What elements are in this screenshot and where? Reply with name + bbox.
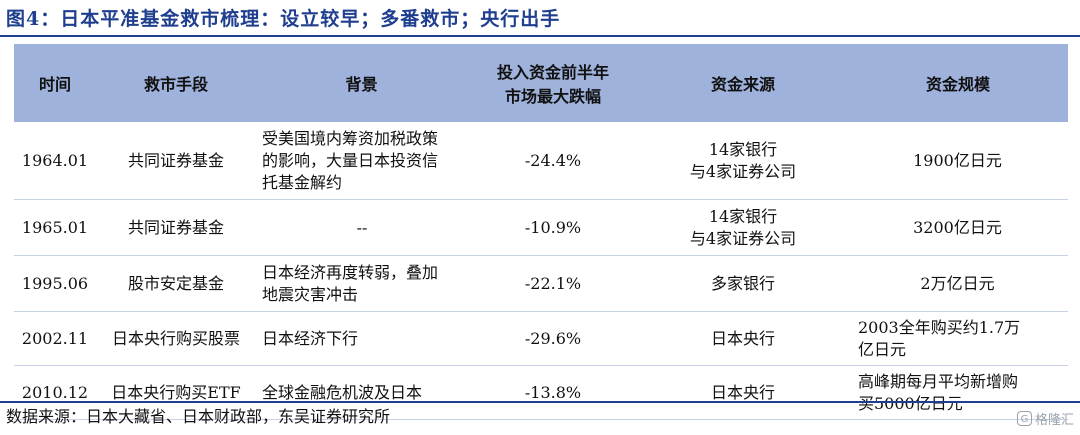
cell-measure: 股市安定基金 [96,255,256,312]
watermark-logo-icon: G [1016,411,1032,426]
cell-fund-size: 高峰期每月平均新增购 买5000亿日元 [848,365,1068,420]
source-divider [0,401,1080,403]
cell-fund-source: 14家银行 与4家证券公司 [638,199,848,256]
cell-max-drop: -10.9% [468,199,638,256]
watermark-text: 格隆汇 [1034,413,1074,428]
source-note: 数据来源：日本大藏省、日本财政部，东吴证券研究所 [6,407,391,426]
cell-measure: 共同证券基金 [96,199,256,256]
cell-time: 2010.12 [14,365,96,420]
table-row: 1964.01 共同证券基金 受美国境内筹资加税政策 的影响，大量日本投资信 托… [14,122,1068,200]
cell-fund-size: 1900亿日元 [848,122,1068,200]
table-row: 1965.01 共同证券基金 -- -10.9% 14家银行 与4家证券公司 3… [14,199,1068,256]
cell-max-drop: -29.6% [468,311,638,366]
cell-time: 2002.11 [14,311,96,366]
cell-time: 1965.01 [14,199,96,256]
cell-fund-source: 14家银行 与4家证券公司 [638,122,848,200]
rescue-table: 时间 救市手段 背景 投入资金前半年 市场最大跌幅 资金来源 资金规模 1964… [14,44,1068,420]
cell-measure: 日本央行购买股票 [96,311,256,366]
cell-background: -- [256,199,468,256]
table-row: 1995.06 股市安定基金 日本经济再度转弱，叠加 地震灾害冲击 -22.1%… [14,255,1068,312]
cell-fund-source: 日本央行 [638,311,848,366]
figure-title: 图4：日本平准基金救市梳理：设立较早；多番救市；央行出手 [6,8,561,30]
cell-background: 受美国境内筹资加税政策 的影响，大量日本投资信 托基金解约 [256,122,468,200]
header-measure: 救市手段 [96,44,256,123]
table-row: 2010.12 日本央行购买ETF 全球金融危机波及日本 -13.8% 日本央行… [14,365,1068,420]
cell-fund-size: 2万亿日元 [848,255,1068,312]
cell-fund-source: 多家银行 [638,255,848,312]
cell-max-drop: -13.8% [468,365,638,420]
header-time: 时间 [14,44,96,123]
watermark: G 格隆汇 [1016,409,1074,428]
cell-fund-source: 日本央行 [638,365,848,420]
cell-fund-size: 3200亿日元 [848,199,1068,256]
cell-time: 1964.01 [14,122,96,200]
cell-fund-size: 2003全年购买约1.7万 亿日元 [848,311,1068,366]
cell-max-drop: -22.1% [468,255,638,312]
table-row: 2002.11 日本央行购买股票 日本经济下行 -29.6% 日本央行 2003… [14,311,1068,366]
cell-background: 日本经济再度转弱，叠加 地震灾害冲击 [256,255,468,312]
cell-background: 全球金融危机波及日本 [256,365,468,420]
header-max-drop: 投入资金前半年 市场最大跌幅 [468,44,638,123]
cell-time: 1995.06 [14,255,96,312]
cell-max-drop: -24.4% [468,122,638,200]
cell-measure: 日本央行购买ETF [96,365,256,420]
cell-measure: 共同证券基金 [96,122,256,200]
table-header-row: 时间 救市手段 背景 投入资金前半年 市场最大跌幅 资金来源 资金规模 [14,44,1068,123]
header-fund-size: 资金规模 [848,44,1068,123]
title-divider [0,35,1080,37]
header-fund-source: 资金来源 [638,44,848,123]
header-background: 背景 [256,44,468,123]
cell-background: 日本经济下行 [256,311,468,366]
